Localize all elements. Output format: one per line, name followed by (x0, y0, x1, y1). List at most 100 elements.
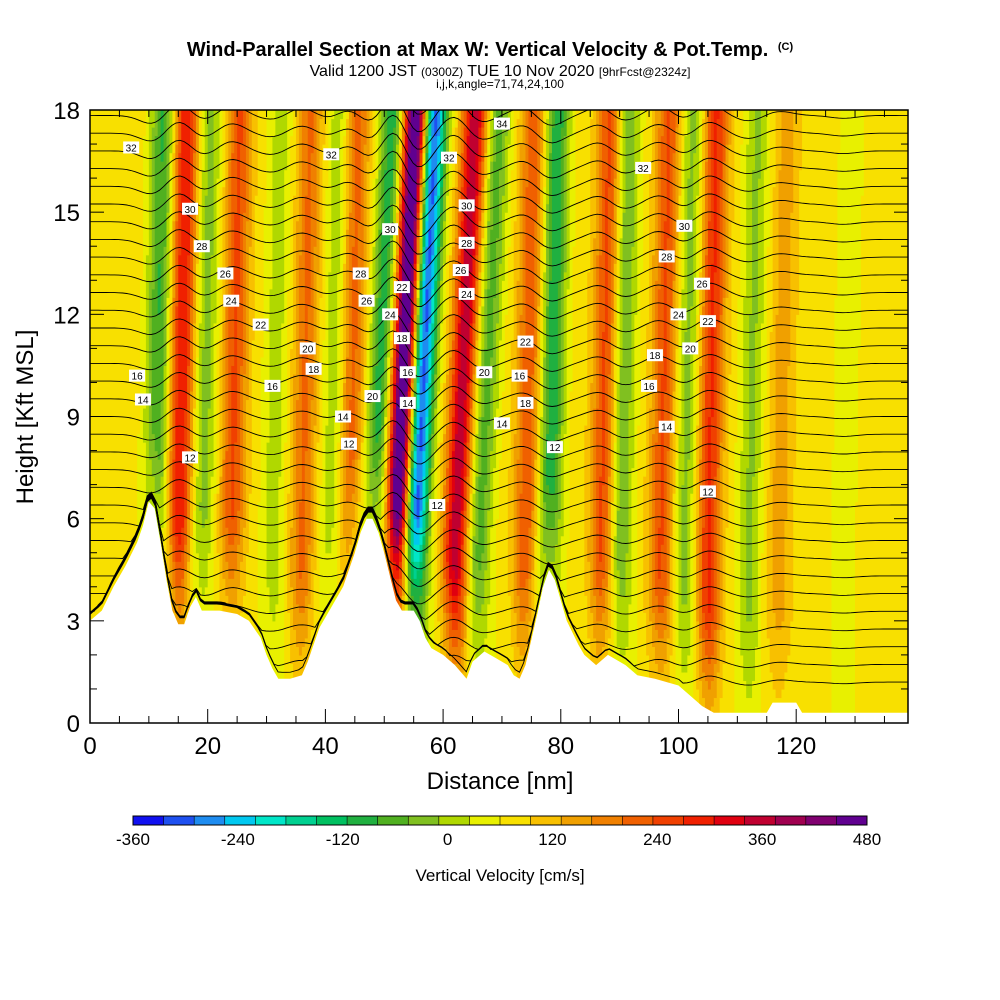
isentrope-label-text: 28 (661, 252, 673, 263)
isentrope-label-text: 28 (355, 269, 367, 280)
isentrope-label: 14 (658, 420, 675, 434)
isentrope-label-text: 22 (702, 317, 714, 328)
isentrope-line (90, 132, 908, 168)
colorbar-swatch (714, 816, 746, 825)
copyright-mark: (C) (778, 41, 794, 53)
isentrope-label-text: 22 (520, 338, 532, 349)
isentrope-label: 12 (546, 441, 563, 454)
colorbar-swatch (408, 816, 440, 825)
colorbar-swatch (652, 816, 684, 825)
colorbar-swatch (285, 816, 317, 825)
isentrope-label-text: 22 (255, 321, 267, 332)
colorbar-swatch (683, 816, 715, 825)
isentrope-line (90, 494, 908, 605)
isentrope-label-text: 18 (649, 351, 661, 362)
isentrope-label-text: 16 (267, 382, 279, 393)
isentrope-label: 30 (676, 219, 693, 233)
isentrope-label: 18 (646, 349, 663, 362)
isentrope-label-text: 26 (220, 269, 232, 280)
isentrope-line (90, 204, 908, 238)
isentrope-label: 32 (440, 151, 457, 165)
isentrope-label-text: 30 (679, 222, 691, 233)
colorbar-swatch (194, 816, 226, 825)
isentrope-line (90, 491, 908, 517)
y-tick-label: 15 (53, 200, 80, 227)
colorbar-swatch (347, 816, 379, 825)
isentrope-label: 12 (182, 451, 199, 464)
isentrope-label: 22 (699, 315, 716, 328)
isentrope-label-text: 14 (661, 423, 673, 434)
isentrope-label: 34 (493, 117, 510, 131)
isentrope-label-text: 32 (326, 150, 338, 161)
isentrope-label-text: 30 (184, 205, 196, 216)
colorbar-swatch (133, 816, 164, 825)
isentrope-label-text: 16 (402, 368, 414, 379)
isentrope-label: 28 (352, 267, 369, 280)
isentrope-line (90, 276, 908, 307)
colorbar-swatch (561, 816, 593, 825)
isentrope-label-text: 34 (496, 120, 508, 131)
y-tick-label: 18 (53, 98, 80, 125)
isentrope-label: 24 (670, 308, 687, 321)
chart-subtitle: Valid 1200 JST (0300Z) TUE 10 Nov 2020 [… (310, 63, 691, 80)
isentrope-label: 28 (458, 236, 475, 250)
isentrope-label: 16 (399, 366, 416, 379)
terrain-mask (90, 501, 908, 723)
y-tick-label: 6 (67, 507, 80, 534)
isentrope-label-text: 20 (479, 368, 491, 379)
isentrope-label: 22 (517, 335, 534, 349)
isentrope-line (90, 222, 908, 255)
isentrope-label: 32 (323, 148, 340, 161)
isentrope-label: 16 (641, 379, 658, 393)
x-tick-label: 40 (312, 733, 339, 760)
isentrope-label: 18 (393, 332, 410, 345)
colorbar-swatch (775, 816, 807, 825)
colorbar-swatch (530, 816, 562, 825)
isentrope-line (90, 312, 908, 342)
y-tick-label: 3 (67, 609, 80, 636)
isentrope-label-text: 12 (343, 440, 355, 451)
colorbar-swatch (163, 816, 195, 825)
isentrope-label-text: 16 (132, 372, 144, 383)
colorbar-swatch (377, 816, 409, 825)
isentrope-label: 32 (123, 141, 140, 154)
isentrope-label-text: 24 (385, 310, 397, 321)
isentrope-label: 24 (458, 287, 475, 301)
isentrope-label-text: 32 (443, 154, 455, 165)
isentrope-label: 32 (635, 161, 652, 175)
isentrope-label-text: 14 (137, 395, 149, 406)
isentrope-label: 22 (252, 318, 269, 332)
y-axis: 0 3 6 9 12 15 18 (53, 98, 908, 738)
isentrope-line (90, 494, 908, 621)
isentrope-label-text: 30 (461, 201, 473, 212)
colorbar-swatch (744, 816, 776, 825)
isentrope-label-text: 18 (308, 365, 320, 376)
grid-index-line: i,j,k,angle=71,74,24,100 (436, 77, 564, 91)
isentrope-label-text: 16 (644, 382, 656, 393)
isentrope-label-text: 22 (396, 283, 408, 294)
isentrope-label: 18 (305, 362, 322, 376)
isentrope-line (90, 493, 908, 570)
isentrope-label: 28 (658, 250, 675, 263)
plot-area: 32 32 32 34 32 30 30 30 30 28 28 28 28 26 26 26 26 24 24 24… (90, 110, 908, 723)
colorbar-swatch (805, 816, 837, 825)
isentrope-line (90, 186, 908, 220)
isentrope-line (90, 384, 908, 412)
isentrope-label-text: 14 (337, 413, 349, 424)
isentrope-label: 30 (382, 223, 399, 236)
isentrope-label: 20 (299, 342, 316, 355)
isentrope-label-text: 12 (432, 501, 444, 512)
isentrope-label-text: 30 (385, 225, 397, 236)
isentrope-label: 26 (358, 294, 375, 308)
isentrope-line (90, 438, 908, 465)
colorbar-swatch (255, 816, 287, 825)
colorbar-tick-label: -120 (326, 830, 360, 849)
isentrope-label: 14 (493, 417, 510, 430)
y-tick-label: 9 (67, 405, 80, 432)
isentrope-label-text: 24 (673, 310, 685, 321)
colorbar-tick-label: 480 (853, 830, 881, 849)
isentrope-line (90, 456, 908, 482)
isentrope-line (90, 330, 908, 360)
isentrope-line (90, 168, 908, 203)
